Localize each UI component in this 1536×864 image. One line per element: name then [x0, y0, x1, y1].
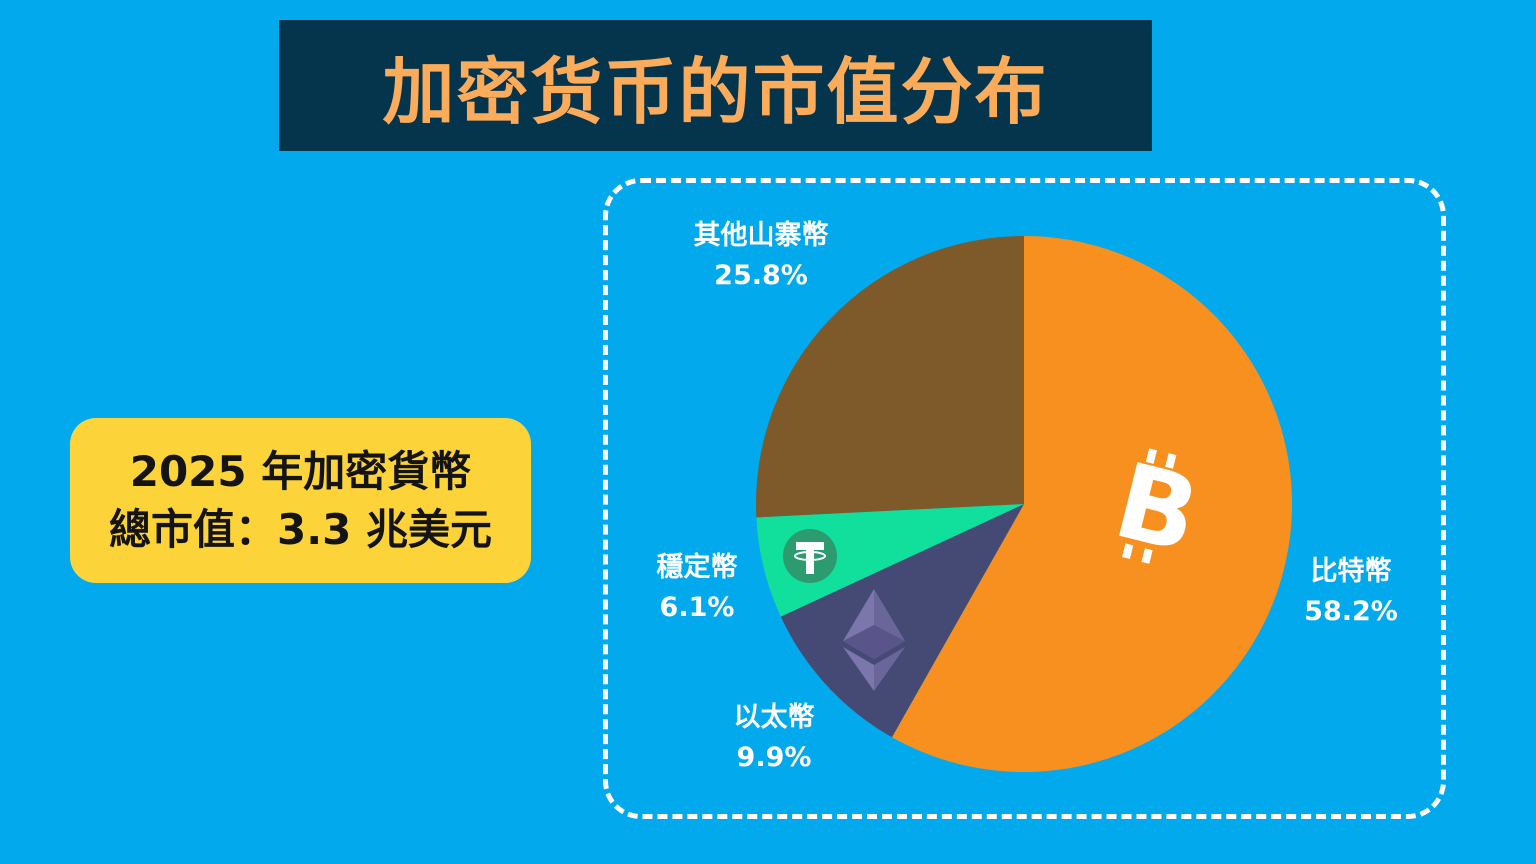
pie-slice-0: [891, 236, 1292, 772]
pie-slice-3: [756, 236, 1024, 518]
label-bitcoin: 比特幣 58.2%: [1304, 552, 1398, 632]
label-other-altcoins: 其他山寨幣 25.8%: [694, 216, 829, 296]
summary-total-line: 總市值：3.3 兆美元: [108, 504, 493, 554]
tether-icon: [783, 529, 837, 583]
label-btc-name: 比特幣: [1310, 556, 1392, 587]
label-btc-pct: 58.2%: [1304, 596, 1398, 627]
label-stablecoin: 穩定幣 6.1%: [657, 548, 738, 628]
label-ethereum: 以太幣 9.9%: [734, 698, 815, 778]
label-stable-pct: 6.1%: [659, 592, 735, 623]
chart-frame: [603, 178, 1446, 819]
label-other-pct: 25.8%: [714, 260, 808, 291]
ethereum-icon: [843, 589, 905, 691]
title-banner: 加密货币的市值分布: [279, 20, 1152, 151]
pie-slice-1: [780, 504, 1024, 738]
chart-title: 加密货币的市值分布: [382, 50, 1049, 134]
label-eth-name: 以太幣: [733, 702, 815, 733]
label-eth-pct: 9.9%: [736, 742, 812, 773]
summary-year-line: 2025 年加密貨幣: [129, 446, 472, 496]
pie-slice-2: [756, 504, 1024, 617]
label-stable-name: 穩定幣: [656, 552, 738, 583]
summary-callout: 2025 年加密貨幣 總市值：3.3 兆美元: [70, 418, 531, 583]
pie-slices: [756, 236, 1292, 772]
label-other-name: 其他山寨幣: [693, 220, 829, 251]
